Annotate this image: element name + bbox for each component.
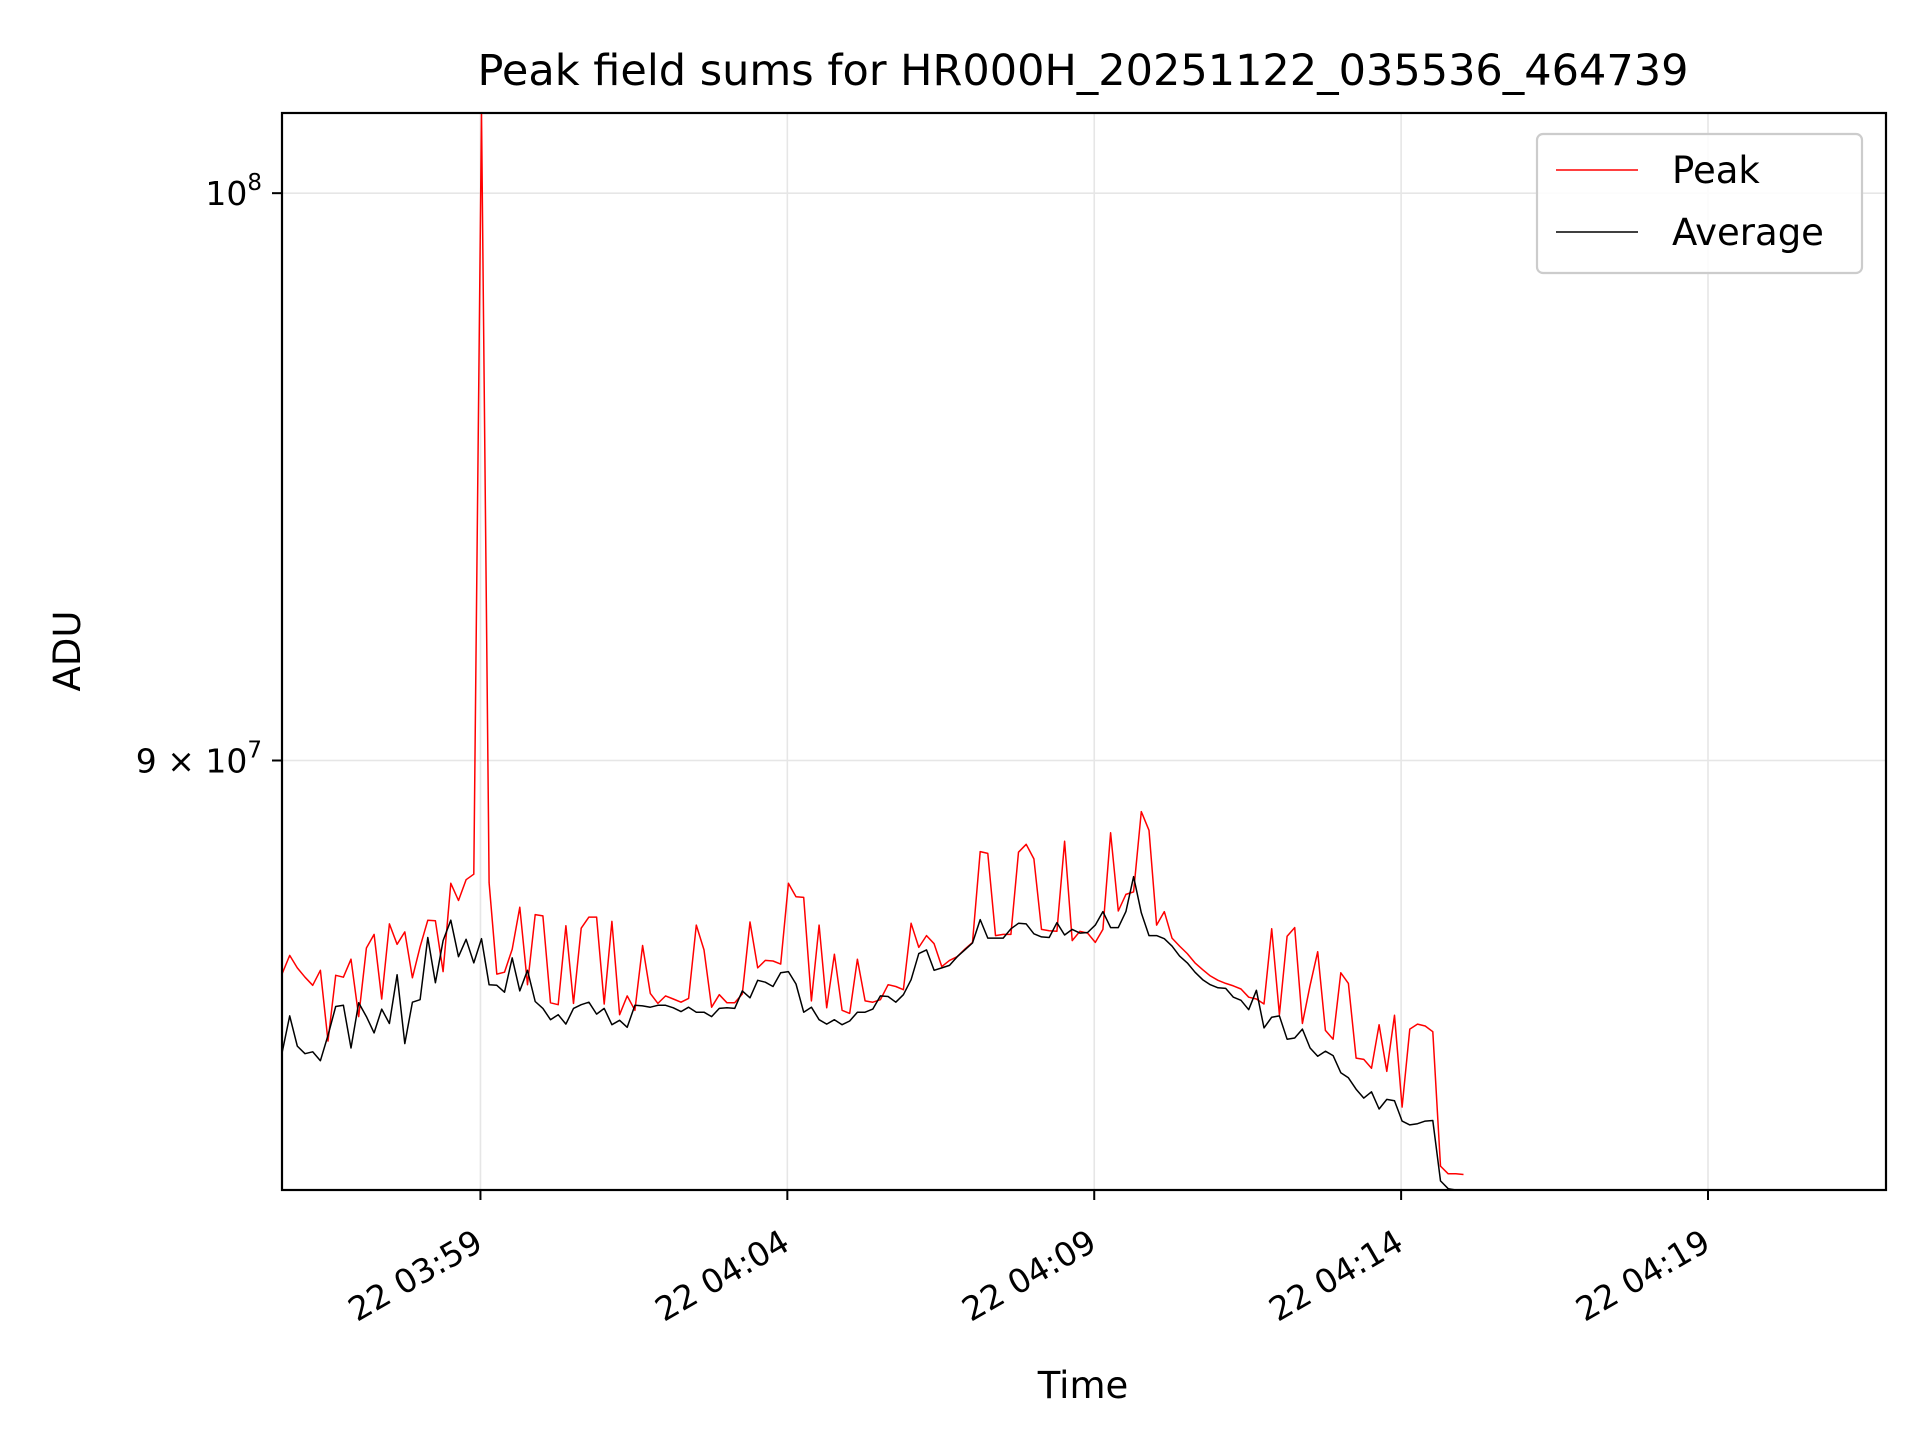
y-axis-label: ADU	[46, 611, 89, 692]
plot-frame	[280, 111, 1888, 1192]
x-axis-label: Time	[1037, 1364, 1129, 1407]
peak-series-line	[282, 113, 1464, 1176]
legend: Peak Average	[1535, 132, 1864, 275]
y-tick-label: 108	[205, 170, 262, 213]
y-axis: 108 9 × 107	[136, 170, 282, 780]
y-tick-label: 9 × 107	[136, 737, 262, 780]
legend-label-peak: Peak	[1672, 149, 1760, 192]
legend-box	[1535, 132, 1864, 275]
chart-title: Peak field sums for HR000H_20251122_0355…	[478, 46, 1689, 96]
average-series-line	[282, 875, 1464, 1190]
legend-label-average: Average	[1672, 211, 1824, 254]
series-layer	[282, 113, 1464, 1190]
